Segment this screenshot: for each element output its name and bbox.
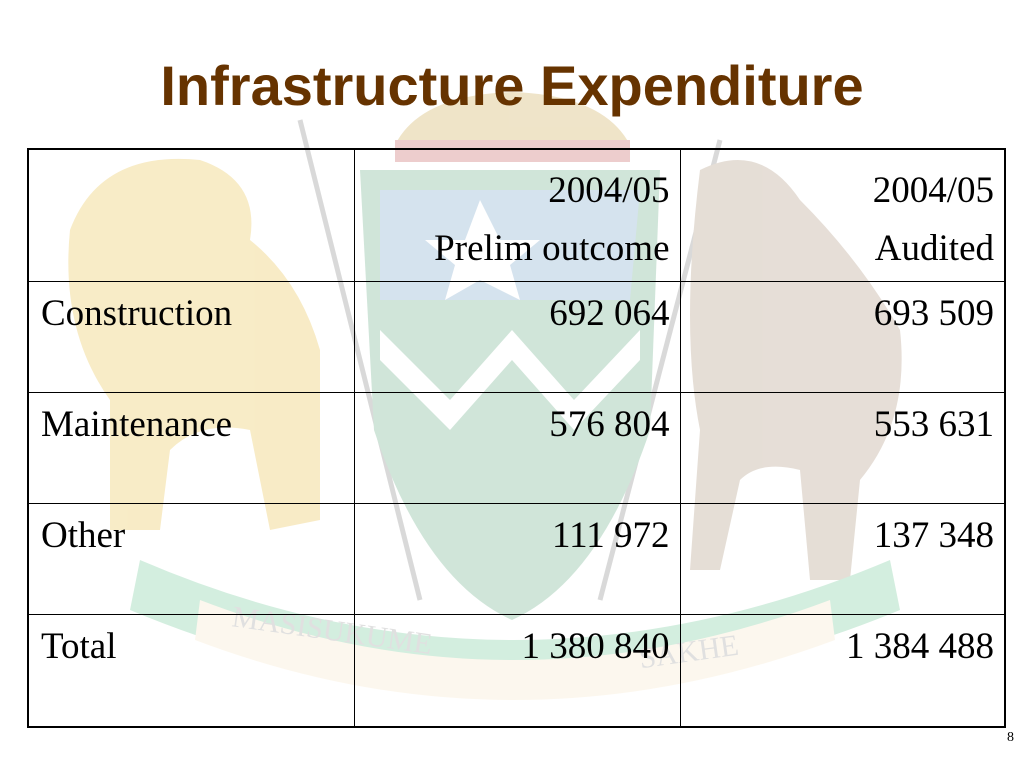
table-row: Other 111 972 137 348 [27,502,1006,615]
row-audited-value: 693 509 [679,280,1006,393]
table-row: Maintenance 576 804 553 631 [27,391,1006,504]
header-cell-audited: 2004/05 Audited [679,148,1006,282]
row-prelim-value: 692 064 [353,280,681,393]
row-label: Total [27,613,355,728]
table-header-row: 2004/05 Prelim outcome 2004/05 Audited [27,148,1006,282]
header-audited-label: Audited [874,228,994,269]
row-prelim-value: 576 804 [353,391,681,504]
header-prelim-year: 2004/05 [548,170,670,211]
slide-number: 8 [1007,730,1014,745]
expenditure-table: 2004/05 Prelim outcome 2004/05 Audited C… [27,148,1006,728]
header-audited-year: 2004/05 [872,170,994,211]
header-cell-prelim: 2004/05 Prelim outcome [353,148,681,282]
row-audited-value: 553 631 [679,391,1006,504]
row-label: Other [27,502,355,615]
row-label: Construction [27,280,355,393]
row-audited-value: 1 384 488 [679,613,1006,728]
row-audited-value: 137 348 [679,502,1006,615]
slide-title: Infrastructure Expenditure [160,54,864,117]
table-row: Construction 692 064 693 509 [27,280,1006,393]
row-prelim-value: 111 972 [353,502,681,615]
table-row-total: Total 1 380 840 1 384 488 [27,613,1006,728]
header-cell-empty [27,148,355,282]
header-prelim-label: Prelim outcome [434,228,670,269]
row-prelim-value: 1 380 840 [353,613,681,728]
row-label: Maintenance [27,391,355,504]
